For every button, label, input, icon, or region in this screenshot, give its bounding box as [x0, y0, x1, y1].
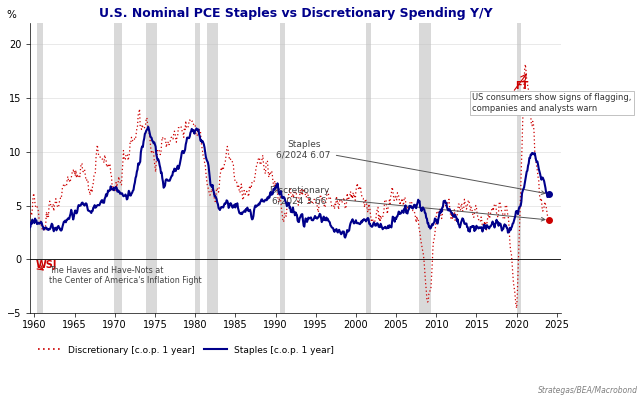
Bar	[280, 23, 285, 313]
Bar	[114, 23, 122, 313]
Title: U.S. Nominal PCE Staples vs Discretionary Spending Y/Y: U.S. Nominal PCE Staples vs Discretionar…	[99, 7, 493, 20]
Text: WSJ: WSJ	[36, 260, 57, 270]
Bar	[207, 23, 218, 313]
Text: Discretionary
6/2024 3.66: Discretionary 6/2024 3.66	[269, 186, 545, 221]
Bar	[518, 23, 520, 313]
Text: The Haves and Have-Nots at
the Center of America's Inflation Fight: The Haves and Have-Nots at the Center of…	[49, 266, 202, 285]
Text: Staples
6/2024 6.07: Staples 6/2024 6.07	[276, 140, 545, 194]
Legend: Discretionary [c.o.p. 1 year], Staples [c.o.p. 1 year]: Discretionary [c.o.p. 1 year], Staples […	[35, 342, 337, 358]
Text: US consumers show signs of flagging,
companies and analysts warn: US consumers show signs of flagging, com…	[473, 93, 632, 113]
Bar	[146, 23, 156, 313]
Text: FT: FT	[515, 81, 529, 91]
Text: %: %	[6, 9, 16, 20]
Bar	[37, 23, 43, 313]
Bar	[195, 23, 200, 313]
Text: Strategas/BEA/Macrobond: Strategas/BEA/Macrobond	[538, 386, 638, 395]
Bar	[366, 23, 371, 313]
Bar	[419, 23, 431, 313]
